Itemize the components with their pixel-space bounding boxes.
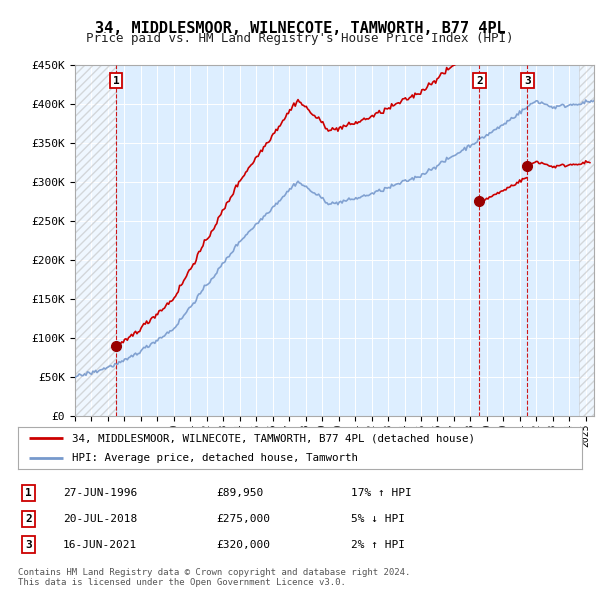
- Text: Contains HM Land Registry data © Crown copyright and database right 2024.
This d: Contains HM Land Registry data © Crown c…: [18, 568, 410, 587]
- Text: 3: 3: [524, 76, 531, 86]
- Text: 2: 2: [476, 76, 483, 86]
- Text: 17% ↑ HPI: 17% ↑ HPI: [351, 488, 412, 497]
- Bar: [579, 65, 594, 416]
- Text: 34, MIDDLESMOOR, WILNECOTE, TAMWORTH, B77 4PL: 34, MIDDLESMOOR, WILNECOTE, TAMWORTH, B7…: [95, 21, 505, 35]
- Text: 5% ↓ HPI: 5% ↓ HPI: [351, 514, 405, 524]
- Text: 3: 3: [25, 540, 32, 549]
- Text: 16-JUN-2021: 16-JUN-2021: [63, 540, 137, 549]
- Text: 34, MIDDLESMOOR, WILNECOTE, TAMWORTH, B77 4PL (detached house): 34, MIDDLESMOOR, WILNECOTE, TAMWORTH, B7…: [71, 434, 475, 444]
- Text: 20-JUL-2018: 20-JUL-2018: [63, 514, 137, 524]
- Text: £275,000: £275,000: [216, 514, 270, 524]
- Text: 2% ↑ HPI: 2% ↑ HPI: [351, 540, 405, 549]
- Text: £320,000: £320,000: [216, 540, 270, 549]
- Text: £89,950: £89,950: [216, 488, 263, 497]
- Text: 1: 1: [113, 76, 119, 86]
- Text: 27-JUN-1996: 27-JUN-1996: [63, 488, 137, 497]
- Text: Price paid vs. HM Land Registry's House Price Index (HPI): Price paid vs. HM Land Registry's House …: [86, 32, 514, 45]
- Text: HPI: Average price, detached house, Tamworth: HPI: Average price, detached house, Tamw…: [71, 453, 358, 463]
- Text: 2: 2: [25, 514, 32, 524]
- Bar: [75, 65, 116, 416]
- Text: 1: 1: [25, 488, 32, 497]
